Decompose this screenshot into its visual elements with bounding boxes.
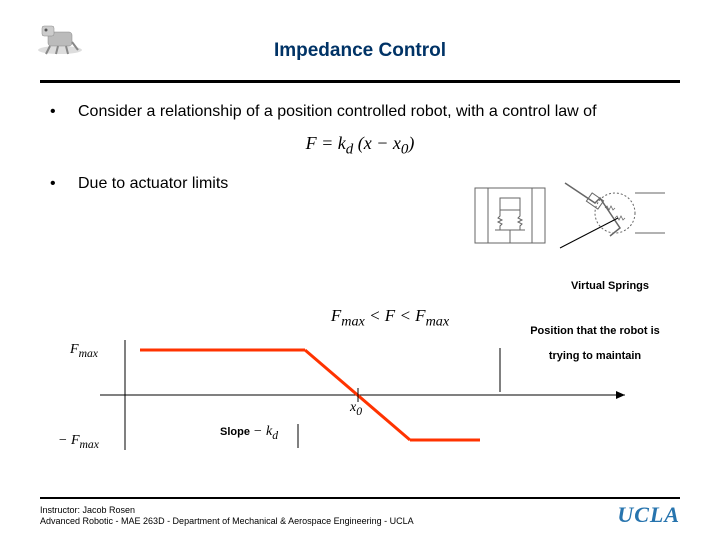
bullet-1: • Consider a relationship of a position …	[50, 103, 670, 121]
robot-logo	[30, 18, 90, 58]
header: Impedance Control	[0, 0, 720, 72]
bullet-1-text: Consider a relationship of a position co…	[78, 103, 597, 121]
robot-springs-diagram	[470, 168, 670, 268]
footer-line-1: Instructor: Jacob Rosen	[40, 505, 680, 517]
label-x0: x0	[350, 400, 362, 418]
force-graph: Fmax − Fmax x0 Slope − kd	[80, 330, 640, 460]
bullet-dot: •	[50, 103, 78, 121]
bullet-2-text: Due to actuator limits	[78, 175, 228, 193]
page-title: Impedance Control	[40, 40, 680, 62]
bullet-dot: •	[50, 175, 78, 193]
formula-1: F = kd (x − x0)	[50, 133, 670, 159]
label-fmax-neg: − Fmax	[58, 433, 99, 451]
slope-text: Slope	[220, 426, 250, 438]
ucla-logo: UCLA	[617, 502, 680, 528]
footer-divider	[40, 497, 680, 499]
label-fmax-pos: Fmax	[70, 342, 98, 360]
footer-line-2: Advanced Robotic - MAE 263D - Department…	[40, 516, 680, 528]
footer-text: Instructor: Jacob Rosen Advanced Robotic…	[40, 505, 680, 528]
footer: Instructor: Jacob Rosen Advanced Robotic…	[40, 497, 680, 528]
label-virtual-springs: Virtual Springs	[550, 280, 670, 292]
label-slope: Slope − kd	[220, 424, 278, 442]
